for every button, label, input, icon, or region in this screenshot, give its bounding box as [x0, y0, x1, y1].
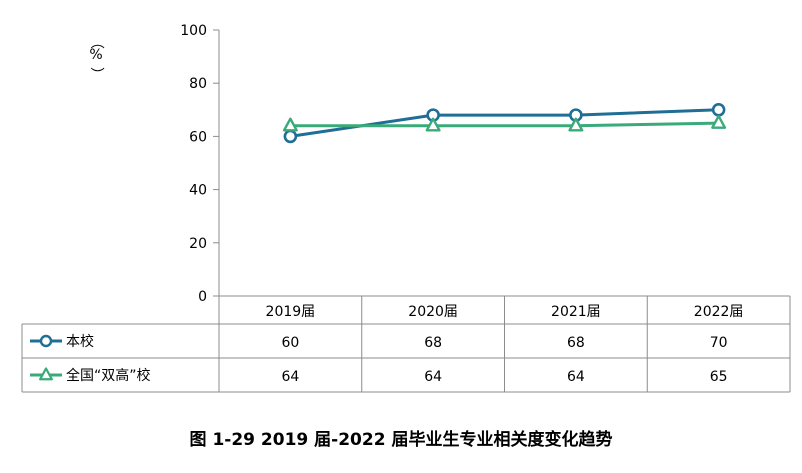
legend-label-1: 全国“双高”校 [66, 367, 151, 384]
legend-label-0: 本校 [66, 333, 94, 350]
x-category-label-3: 2022届 [694, 304, 744, 320]
series-0-point-0 [283, 129, 298, 144]
series-1-point-1 [425, 117, 441, 132]
series-1-point-2 [568, 117, 584, 132]
series-line-1 [290, 121, 719, 128]
y-tick-label-60: 60 [189, 129, 207, 145]
table-value-0-1: 68 [424, 335, 442, 351]
table-value-0-2: 68 [567, 335, 585, 351]
table-value-0-0: 60 [281, 335, 299, 351]
table-value-1-3: 65 [710, 369, 728, 385]
series-1-point-0 [282, 117, 298, 132]
y-unit-paren-open: （ [88, 35, 104, 49]
figure-caption: 图 1-29 2019 届-2022 届毕业生专业相关度变化趋势 [189, 430, 613, 450]
legend-marker-1 [39, 367, 53, 381]
y-tick-label-100: 100 [180, 23, 207, 39]
table-value-1-1: 64 [424, 369, 442, 385]
table-value-1-0: 64 [281, 369, 299, 385]
series-0-point-3 [711, 103, 726, 117]
x-category-label-1: 2020届 [408, 304, 458, 320]
y-tick-label-20: 20 [189, 236, 207, 252]
y-axis-unit: % [89, 47, 102, 63]
y-unit-paren-close: ） [88, 67, 104, 81]
y-tick-label-40: 40 [189, 183, 207, 199]
y-tick-label-0: 0 [198, 289, 207, 305]
table-value-1-2: 64 [567, 369, 585, 385]
table-value-0-3: 70 [710, 335, 728, 351]
legend-marker-0 [39, 334, 53, 348]
x-category-label-0: 2019届 [266, 304, 316, 320]
y-tick-label-80: 80 [189, 76, 207, 92]
series-1-point-3 [711, 114, 727, 129]
x-category-label-2: 2021届 [551, 304, 601, 320]
